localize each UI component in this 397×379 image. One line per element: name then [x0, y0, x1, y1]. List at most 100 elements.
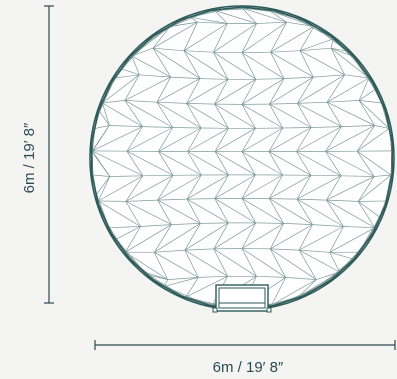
- dome-strut: [270, 22, 287, 53]
- dome-strut: [157, 199, 172, 225]
- dome-strut: [214, 103, 229, 129]
- dome-strut: [214, 151, 229, 176]
- dome-strut: [213, 51, 257, 80]
- dome-strut: [186, 78, 229, 104]
- dome-strut: [109, 125, 143, 127]
- dome-strut: [152, 47, 185, 52]
- dome-strut: [213, 52, 229, 80]
- dome-strut: [91, 150, 111, 177]
- dome-strut: [297, 103, 312, 128]
- dome-strut: [356, 125, 375, 152]
- dome-strut: [325, 126, 342, 152]
- dome-strut: [241, 23, 258, 53]
- dome-strut: [190, 16, 198, 23]
- dome-strut: [92, 126, 143, 152]
- dome-strut: [169, 21, 198, 27]
- dome-strut: [358, 100, 390, 129]
- dome-strut: [296, 198, 313, 225]
- dome-strut: [297, 74, 345, 104]
- dome-strut: [99, 111, 110, 126]
- dome-strut: [330, 47, 353, 57]
- dome-strut: [172, 127, 202, 129]
- dome-strut: [256, 21, 287, 24]
- dome-strut: [125, 174, 174, 202]
- dome-strut: [297, 103, 342, 127]
- dome-strut: [186, 103, 215, 105]
- dome-strut: [186, 174, 229, 200]
- dome-strut: [126, 127, 173, 152]
- dome-strut: [186, 198, 201, 224]
- dome-strut: [183, 22, 198, 51]
- dome-strut: [359, 100, 382, 104]
- dome-strut: [115, 226, 141, 240]
- dome-strut: [184, 248, 214, 251]
- dome-strut: [241, 7, 257, 24]
- dome-strut: [97, 176, 111, 202]
- dome-strut: [326, 199, 375, 229]
- dome-strut: [102, 102, 143, 127]
- dome-strut: [297, 279, 317, 298]
- dome-strut: [158, 151, 174, 176]
- dome-strut: [125, 175, 144, 202]
- dome-strut: [186, 78, 201, 104]
- dome-strut: [283, 76, 314, 79]
- dome-strut: [330, 38, 334, 49]
- dome-strut: [270, 50, 301, 53]
- width-label: 6m / 19′ 8″: [213, 359, 284, 376]
- dome-strut: [214, 128, 229, 152]
- dome-strut: [298, 249, 340, 273]
- dome-strut: [241, 151, 256, 176]
- dome-strut: [241, 7, 287, 23]
- dome-strut: [157, 175, 174, 201]
- dome-strut: [241, 174, 283, 199]
- dome-strut: [184, 223, 201, 251]
- dome-strut: [214, 10, 257, 24]
- dome-strut: [124, 100, 173, 128]
- dome-strut: [241, 174, 256, 199]
- dome-strut: [325, 125, 375, 152]
- dome-strut: [269, 10, 315, 27]
- dome-strut: [126, 151, 144, 176]
- dome-strut: [270, 248, 300, 251]
- dome-strut: [269, 248, 287, 278]
- dome-strut: [326, 175, 342, 201]
- dome-strut: [185, 277, 199, 298]
- dome-strut: [156, 101, 187, 104]
- dome-strut: [268, 174, 283, 199]
- dome-strut: [286, 21, 315, 27]
- dome-strut: [187, 151, 202, 176]
- dome-strut: [311, 126, 342, 128]
- dome-strut: [167, 277, 199, 280]
- dome-strut: [186, 198, 229, 224]
- dome-strut: [268, 127, 284, 152]
- dome-strut: [326, 74, 345, 103]
- dome-strut: [131, 55, 140, 75]
- dome-strut: [124, 100, 157, 103]
- dome-strut: [200, 222, 229, 224]
- vertical-dimension: 6m / 19′ 8″: [21, 5, 54, 304]
- dome-strut: [269, 78, 285, 105]
- dome-strut: [357, 174, 392, 202]
- dome-strut: [298, 249, 317, 280]
- dome-strut: [109, 226, 141, 229]
- dome-strut: [153, 252, 169, 280]
- dome-strut: [270, 52, 285, 79]
- dome-strut: [124, 226, 141, 253]
- dome-strut: [214, 151, 256, 176]
- dome-strut: [131, 26, 171, 57]
- dome-strut: [330, 48, 346, 75]
- dome-strut: [126, 150, 174, 176]
- dome-strut: [102, 74, 140, 104]
- dome-strut: [241, 104, 283, 129]
- dome-strut: [299, 50, 314, 78]
- dome-strut: [241, 248, 286, 278]
- entrance-inner-frame: [218, 287, 266, 309]
- dome-strut: [184, 249, 228, 277]
- dome-strut: [270, 248, 317, 280]
- dome-strut: [92, 174, 110, 177]
- dome-strut: [357, 176, 375, 202]
- dome-strut: [213, 248, 228, 277]
- dome-strut: [325, 151, 375, 177]
- dome-strut: [270, 26, 315, 53]
